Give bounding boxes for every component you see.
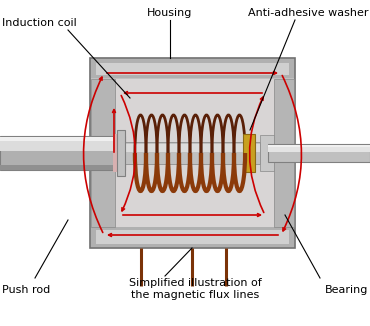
Bar [91,79,115,227]
Bar [90,58,295,248]
Bar [117,130,125,176]
Bar [268,145,370,147]
Bar [113,134,118,172]
Bar [96,230,289,244]
Text: Housing: Housing [147,8,193,18]
Bar [96,63,289,75]
Bar [0,137,125,141]
Text: Induction coil: Induction coil [2,18,77,28]
Bar [91,79,294,227]
Bar [274,79,294,227]
Bar [0,165,125,170]
Bar [260,135,274,171]
Bar [91,59,294,78]
Bar [268,145,370,152]
Text: Simplified illustration of
the magnetic flux lines: Simplified illustration of the magnetic … [129,278,261,300]
Bar [243,134,255,172]
Bar [115,142,260,164]
Bar [91,227,294,247]
Text: Anti-adhesive washer: Anti-adhesive washer [248,8,368,18]
Bar [115,144,260,152]
Text: Bearing: Bearing [324,285,368,295]
Bar [268,144,370,162]
Text: Push rod: Push rod [2,285,50,295]
Bar [0,136,125,170]
Bar [0,138,125,151]
